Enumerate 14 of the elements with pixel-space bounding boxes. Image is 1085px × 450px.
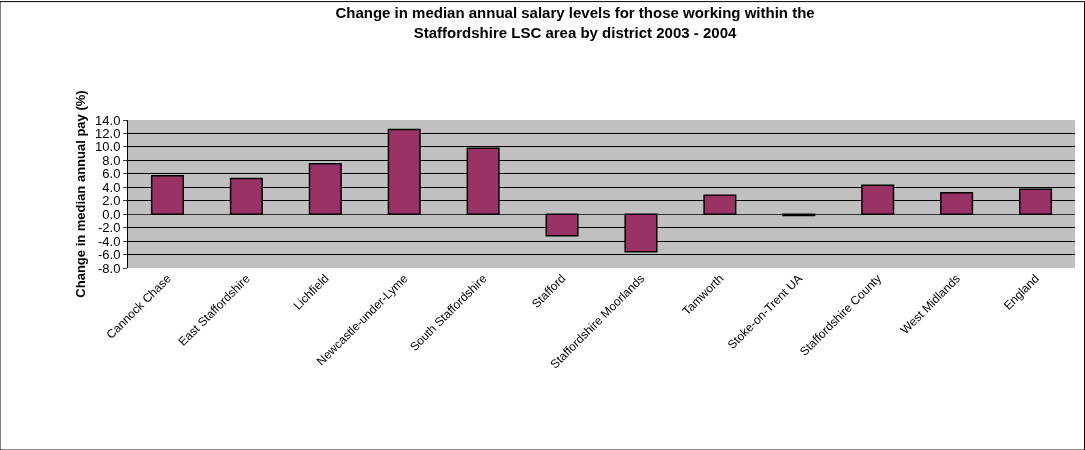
y-tick-label: 10.0 — [95, 139, 121, 155]
y-tick-label: 4.0 — [102, 179, 121, 195]
chart-title: Change in median annual salary levels for those working within the Staffordshire LSC area by district 2003 - 2004 — [335, 4, 815, 41]
y-tick-label: 0.0 — [102, 206, 121, 222]
y-tick-label: -8.0 — [97, 260, 121, 276]
y-tick-label: -2.0 — [97, 220, 121, 236]
y-tick-label: 14.0 — [95, 112, 121, 128]
y-tick-label: -6.0 — [97, 247, 121, 263]
y-axis-title: Change in median annual pay (%) — [73, 90, 89, 298]
y-tick-label: 6.0 — [102, 166, 121, 182]
y-tick-label: 2.0 — [102, 193, 121, 209]
y-tick-label: 8.0 — [102, 152, 121, 168]
y-tick-label: -4.0 — [97, 233, 121, 249]
y-tick-label: 12.0 — [95, 126, 121, 141]
